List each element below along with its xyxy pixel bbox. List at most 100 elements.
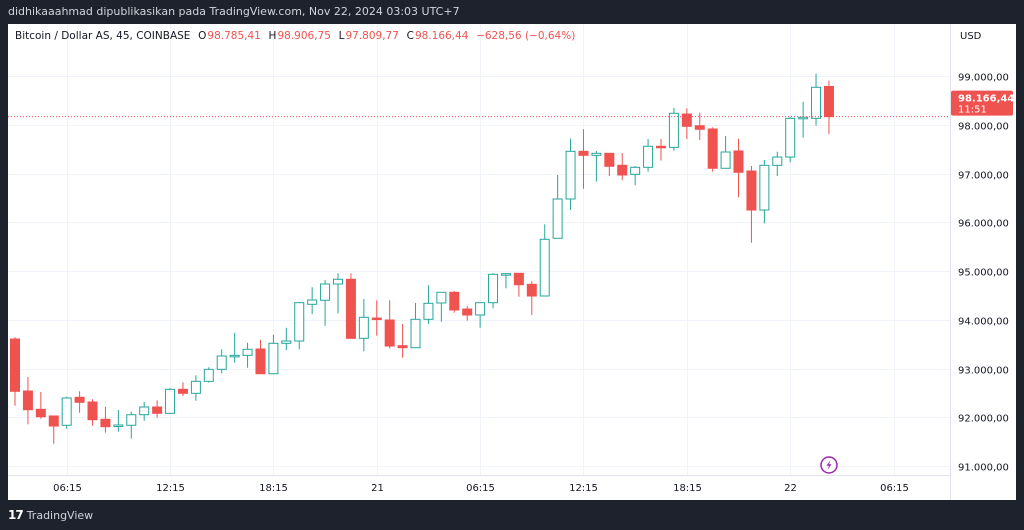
close-value: 98.166,44 xyxy=(414,30,469,42)
currency-label[interactable]: USD xyxy=(960,31,982,42)
candle-body xyxy=(229,354,240,358)
candle-up[interactable] xyxy=(798,101,809,138)
low-value: 97.809,77 xyxy=(345,30,399,42)
candle-down[interactable] xyxy=(526,281,537,316)
candle-up[interactable] xyxy=(294,302,305,350)
candle-down[interactable] xyxy=(707,127,718,172)
candle-down[interactable] xyxy=(694,112,705,141)
close-label: C xyxy=(406,30,414,42)
candle-up[interactable] xyxy=(320,280,331,326)
candle-down[interactable] xyxy=(462,306,473,321)
candle-up[interactable] xyxy=(165,388,176,414)
candle-up[interactable] xyxy=(139,401,150,421)
candle-up[interactable] xyxy=(203,367,214,383)
candle-up[interactable] xyxy=(643,138,654,172)
candle-body xyxy=(630,166,641,175)
change-value: −628,56 (−0,64%) xyxy=(476,30,576,42)
candle-up[interactable] xyxy=(113,409,124,432)
candle-down[interactable] xyxy=(384,300,395,349)
candle-body xyxy=(423,302,434,320)
open-value: 98.785,41 xyxy=(207,30,261,42)
candle-up[interactable] xyxy=(759,159,770,224)
candle-body xyxy=(707,128,718,169)
candle-up[interactable] xyxy=(281,327,292,351)
brand-name[interactable]: TradingView xyxy=(26,508,94,522)
candle-up[interactable] xyxy=(436,291,447,322)
candle-up[interactable] xyxy=(358,298,369,352)
last-price-label: 98.166,44 11:51 xyxy=(951,90,1014,116)
chart-panel[interactable] xyxy=(8,24,1016,500)
candle-up[interactable] xyxy=(539,224,550,297)
candle-down[interactable] xyxy=(656,138,666,161)
candle-down[interactable] xyxy=(578,129,589,189)
candle-down[interactable] xyxy=(604,152,615,176)
candle-down[interactable] xyxy=(733,138,744,198)
lightning-icon[interactable] xyxy=(820,456,838,474)
candle-body xyxy=(74,396,85,403)
candle-down[interactable] xyxy=(152,400,163,418)
symbol-name[interactable]: Bitcoin / Dollar AS, 45, COINBASE xyxy=(15,30,191,42)
candle-down[interactable] xyxy=(345,273,356,339)
candle-body xyxy=(565,150,576,200)
candle-body xyxy=(358,316,369,339)
candle-up[interactable] xyxy=(785,117,796,163)
candle-body xyxy=(720,151,731,169)
candle-down[interactable] xyxy=(449,290,460,313)
candle-up[interactable] xyxy=(811,73,822,126)
candle-up[interactable] xyxy=(772,151,783,176)
candle-body xyxy=(268,342,279,375)
candle-up[interactable] xyxy=(307,287,318,315)
candle-up[interactable] xyxy=(268,334,279,375)
candle-body xyxy=(604,152,615,167)
candle-up[interactable] xyxy=(591,150,602,182)
candle-up[interactable] xyxy=(500,272,511,289)
candle-down[interactable] xyxy=(397,323,408,358)
candle-body xyxy=(384,319,395,347)
candle-down[interactable] xyxy=(100,406,111,433)
candle-body xyxy=(733,150,744,173)
candle-body xyxy=(345,278,356,339)
candle-up[interactable] xyxy=(488,273,499,309)
candle-up[interactable] xyxy=(410,302,421,349)
candle-down[interactable] xyxy=(823,80,834,135)
candle-body xyxy=(255,348,266,375)
candle-down[interactable] xyxy=(10,337,20,406)
candle-body xyxy=(462,308,473,316)
candle-up[interactable] xyxy=(720,136,731,169)
candle-down[interactable] xyxy=(255,339,266,375)
candle-body xyxy=(139,406,150,416)
candle-up[interactable] xyxy=(333,273,343,314)
candle-down[interactable] xyxy=(681,108,692,139)
candle-body xyxy=(694,125,705,130)
candle-up[interactable] xyxy=(126,411,137,439)
candle-up[interactable] xyxy=(668,107,679,151)
tradingview-logo-icon[interactable]: 17 xyxy=(8,508,24,522)
publication-header: didhikaaahmad dipublikasikan pada Tradin… xyxy=(8,5,460,18)
candle-down[interactable] xyxy=(371,300,382,336)
candle-down[interactable] xyxy=(177,382,188,396)
price-tick-label: 93.000,00 xyxy=(958,366,1009,377)
candle-up[interactable] xyxy=(552,175,563,239)
candle-up[interactable] xyxy=(216,349,227,374)
candle-down[interactable] xyxy=(35,391,46,419)
candle-up[interactable] xyxy=(423,285,434,324)
candle-up[interactable] xyxy=(630,165,641,186)
candle-up[interactable] xyxy=(190,375,201,401)
candle-down[interactable] xyxy=(22,376,33,425)
time-tick-label: 18:15 xyxy=(259,483,288,494)
candle-up[interactable] xyxy=(475,302,486,328)
candle-down[interactable] xyxy=(48,415,59,444)
candle-up[interactable] xyxy=(229,332,240,363)
candle-up[interactable] xyxy=(242,342,253,368)
candle-down[interactable] xyxy=(74,391,85,413)
candle-down[interactable] xyxy=(746,165,757,243)
candle-up[interactable] xyxy=(565,138,576,211)
candle-down[interactable] xyxy=(617,153,628,181)
candle-down[interactable] xyxy=(87,399,98,426)
candle-down[interactable] xyxy=(513,272,524,297)
candle-up[interactable] xyxy=(61,396,72,429)
candle-body xyxy=(823,85,834,118)
candle-body xyxy=(281,340,292,344)
candle-body xyxy=(552,198,563,239)
